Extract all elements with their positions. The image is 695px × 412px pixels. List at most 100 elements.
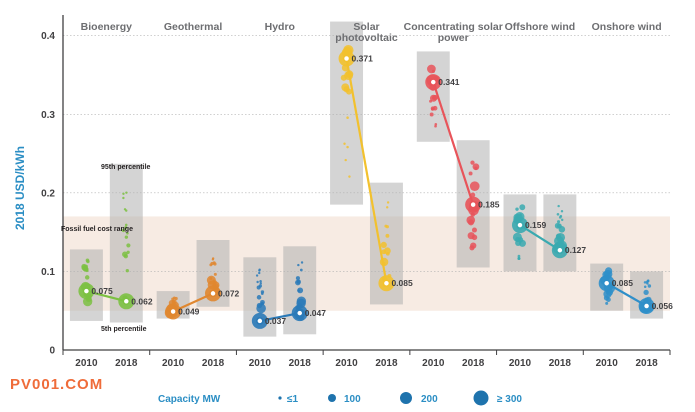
capacity-dot [122,196,125,200]
capacity-dot [471,227,477,233]
weighted-average-point [469,200,477,209]
capacity-dot [346,88,352,95]
capacity-dot [343,142,346,145]
capacity-dot [209,263,213,267]
capacity-dot [297,287,304,294]
value-label-2018: 0.056 [652,301,674,311]
capacity-dot [259,282,262,285]
value-label-2018: 0.085 [391,278,413,288]
capacity-dot [429,112,434,117]
capacity-dot [341,83,350,92]
weighted-average-line [432,81,475,205]
capacity-dot [474,166,478,171]
capacity-dot [434,122,438,126]
y-axis-label: 2018 USD/kWh [13,146,27,230]
capacity-dot [256,280,259,284]
capacity-dot [123,254,128,259]
technology-label: Hydro [265,21,295,33]
weighted-average-line [259,311,300,323]
capacity-dot [512,232,522,242]
technology-label: Offshore wind [505,21,576,33]
capacity-dot [645,280,649,284]
capacity-dot [469,181,480,192]
capacity-dot [256,303,266,314]
technology-label: Bioenergy [81,21,133,33]
capacity-dot [383,247,391,255]
weighted-average-point [82,287,91,295]
capacity-dot [348,175,351,178]
capacity-dot [605,301,609,305]
value-label-2018: 0.185 [478,200,500,210]
capacity-dot [296,279,301,284]
capacity-dot [517,254,521,258]
capacity-dot [432,94,438,101]
capacity-dot [258,268,261,271]
fossil-fuel-cost-range-band [63,216,670,311]
capacity-dot [125,191,128,194]
capacity-dot [467,232,475,240]
capacity-dot [517,257,521,260]
weighted-average-line-layer [82,54,651,325]
capacity-dot [470,160,475,165]
value-label-2018: 0.127 [565,245,587,255]
y-tick-label: 0.3 [41,110,55,121]
legend-dot-300 [473,390,489,406]
capacity-dot [124,223,128,227]
technology-label: Geothermal [164,21,222,33]
weighted-average-point [256,317,264,325]
weighted-average-point [382,279,391,287]
capacity-dot [125,269,129,273]
label-layer: Bioenergy 2010 2018 0.075 0.062 Geothermal 201… [75,21,673,369]
capacity-dot [211,257,215,260]
capacity-dot [255,274,259,277]
technology-label: Solar photovoltaic [335,21,398,44]
capacity-dot [643,281,647,284]
value-label-2010: 0.371 [352,54,374,64]
capacity-dot [385,233,390,238]
legend-label-100: 100 [344,394,361,405]
capacity-dot [212,261,216,265]
capacity-dot [647,279,650,282]
technology-label: Concentrating solar power [404,21,503,44]
capacity-dot [300,261,304,264]
legend-label-200: 200 [421,394,438,405]
x-tick-label: 2018 [462,358,485,369]
p5-label: 5th percentile [101,326,147,333]
capacity-dot [385,225,389,229]
weighted-average-point [642,302,651,310]
capacity-dot [647,284,652,288]
capacity-dot [643,289,649,296]
legend-dot-100 [328,394,336,402]
p95-label: 95th percentile [101,164,151,171]
weighted-average-line [86,290,127,303]
capacity-dot [470,242,477,249]
capacity-dot [121,228,126,233]
weighted-average-point [209,289,217,298]
y-tick-label: 0 [49,346,55,357]
capacity-dot [380,241,387,249]
technology-label: Onshore wind [592,21,662,33]
capacity-dot [295,276,300,281]
capacity-dot [259,279,262,283]
x-tick-label: 2010 [335,358,358,369]
capacity-dot [81,265,87,271]
capacity-dot [515,239,522,246]
legend-dot-200 [400,392,412,404]
capacity-dot [558,216,562,219]
capacity-dot [556,212,560,216]
weighted-average-line [172,292,214,313]
capacity-dot [470,192,476,198]
value-label-2018: 0.062 [131,296,153,306]
capacity-dot [557,204,560,208]
x-tick-label: 2018 [635,358,658,369]
background-layer [63,216,670,311]
x-tick-label: 2010 [162,358,185,369]
value-label-2010: 0.075 [91,286,113,296]
capacity-dot [556,223,562,229]
x-tick-label: 2018 [202,358,225,369]
capacity-dot [125,209,128,212]
weighted-average-point [342,54,351,63]
x-tick-label: 2010 [596,358,619,369]
capacity-dot [172,299,175,303]
capacity-dot [126,250,130,254]
